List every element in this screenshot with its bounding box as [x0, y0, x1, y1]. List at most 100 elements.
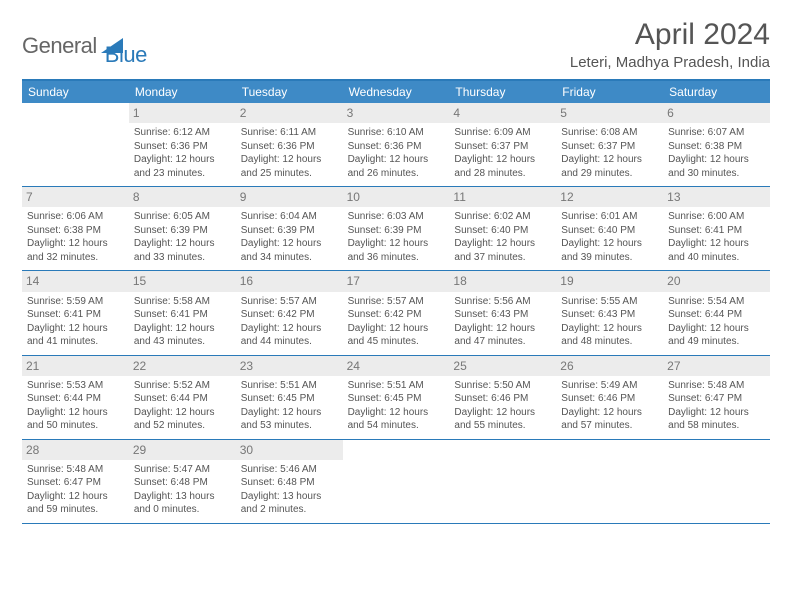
sunrise-line: Sunrise: 5:55 AM [561, 295, 658, 309]
day-number: 3 [343, 103, 450, 123]
day-number: 17 [343, 271, 450, 291]
day-number: 20 [663, 271, 770, 291]
day-number: 11 [449, 187, 556, 207]
sunrise-line: Sunrise: 5:52 AM [134, 379, 231, 393]
day-number: 7 [22, 187, 129, 207]
day-30: 30Sunrise: 5:46 AMSunset: 6:48 PMDayligh… [236, 440, 343, 523]
day-number: 23 [236, 356, 343, 376]
sunrise-line: Sunrise: 6:02 AM [454, 210, 551, 224]
weekday-wednesday: Wednesday [343, 81, 450, 103]
daylight-line: Daylight: 12 hours and 55 minutes. [454, 406, 551, 433]
sunset-line: Sunset: 6:41 PM [668, 224, 765, 238]
sunrise-line: Sunrise: 6:10 AM [348, 126, 445, 140]
day-18: 18Sunrise: 5:56 AMSunset: 6:43 PMDayligh… [449, 271, 556, 354]
daylight-line: Daylight: 12 hours and 37 minutes. [454, 237, 551, 264]
sunrise-line: Sunrise: 5:57 AM [241, 295, 338, 309]
sunrise-line: Sunrise: 6:08 AM [561, 126, 658, 140]
daylight-line: Daylight: 12 hours and 58 minutes. [668, 406, 765, 433]
daylight-line: Daylight: 12 hours and 45 minutes. [348, 322, 445, 349]
calendar: SundayMondayTuesdayWednesdayThursdayFrid… [22, 79, 770, 524]
weekday-thursday: Thursday [449, 81, 556, 103]
weekday-sunday: Sunday [22, 81, 129, 103]
day-17: 17Sunrise: 5:57 AMSunset: 6:42 PMDayligh… [343, 271, 450, 354]
day-25: 25Sunrise: 5:50 AMSunset: 6:46 PMDayligh… [449, 356, 556, 439]
sunset-line: Sunset: 6:42 PM [348, 308, 445, 322]
daylight-line: Daylight: 12 hours and 30 minutes. [668, 153, 765, 180]
logo: General Blue [22, 18, 147, 68]
day-8: 8Sunrise: 6:05 AMSunset: 6:39 PMDaylight… [129, 187, 236, 270]
day-20: 20Sunrise: 5:54 AMSunset: 6:44 PMDayligh… [663, 271, 770, 354]
sunrise-line: Sunrise: 6:00 AM [668, 210, 765, 224]
day-5: 5Sunrise: 6:08 AMSunset: 6:37 PMDaylight… [556, 103, 663, 186]
sunset-line: Sunset: 6:44 PM [134, 392, 231, 406]
sunset-line: Sunset: 6:42 PM [241, 308, 338, 322]
sunset-line: Sunset: 6:36 PM [241, 140, 338, 154]
day-number: 8 [129, 187, 236, 207]
sunrise-line: Sunrise: 5:51 AM [241, 379, 338, 393]
sunset-line: Sunset: 6:38 PM [668, 140, 765, 154]
day-23: 23Sunrise: 5:51 AMSunset: 6:45 PMDayligh… [236, 356, 343, 439]
day-24: 24Sunrise: 5:51 AMSunset: 6:45 PMDayligh… [343, 356, 450, 439]
sunrise-line: Sunrise: 6:09 AM [454, 126, 551, 140]
day-number: 5 [556, 103, 663, 123]
sunset-line: Sunset: 6:43 PM [454, 308, 551, 322]
day-2: 2Sunrise: 6:11 AMSunset: 6:36 PMDaylight… [236, 103, 343, 186]
daylight-line: Daylight: 12 hours and 26 minutes. [348, 153, 445, 180]
day-number: 6 [663, 103, 770, 123]
sunrise-line: Sunrise: 5:51 AM [348, 379, 445, 393]
day-22: 22 Sunrise: 5:52 AMSunset: 6:44 PMDayligh… [129, 356, 236, 439]
day-empty [663, 440, 770, 523]
logo-text-general: General [22, 33, 97, 59]
sunrise-line: Sunrise: 5:58 AM [134, 295, 231, 309]
logo-text-blue: Blue [105, 42, 147, 68]
sunrise-line: Sunrise: 5:48 AM [27, 463, 124, 477]
weekday-saturday: Saturday [663, 81, 770, 103]
sunset-line: Sunset: 6:46 PM [561, 392, 658, 406]
sunset-line: Sunset: 6:48 PM [134, 476, 231, 490]
day-26: 26Sunrise: 5:49 AMSunset: 6:46 PMDayligh… [556, 356, 663, 439]
sunrise-line: Sunrise: 6:03 AM [348, 210, 445, 224]
daylight-line: Daylight: 12 hours and 50 minutes. [27, 406, 124, 433]
daylight-line: Daylight: 12 hours and 49 minutes. [668, 322, 765, 349]
day-27: 27Sunrise: 5:48 AMSunset: 6:47 PMDayligh… [663, 356, 770, 439]
day-number: 15 [129, 271, 236, 291]
day-number: 22 [129, 356, 236, 376]
sunset-line: Sunset: 6:47 PM [27, 476, 124, 490]
sunrise-line: Sunrise: 5:46 AM [241, 463, 338, 477]
sunrise-line: Sunrise: 6:04 AM [241, 210, 338, 224]
sunset-line: Sunset: 6:38 PM [27, 224, 124, 238]
daylight-line: Daylight: 13 hours and 2 minutes. [241, 490, 338, 517]
week-row: 1Sunrise: 6:12 AMSunset: 6:36 PMDaylight… [22, 103, 770, 187]
week-row: 28Sunrise: 5:48 AMSunset: 6:47 PMDayligh… [22, 440, 770, 524]
day-9: 9Sunrise: 6:04 AMSunset: 6:39 PMDaylight… [236, 187, 343, 270]
weekday-tuesday: Tuesday [236, 81, 343, 103]
sunset-line: Sunset: 6:37 PM [454, 140, 551, 154]
sunset-line: Sunset: 6:45 PM [348, 392, 445, 406]
day-number: 16 [236, 271, 343, 291]
sunrise-line: Sunrise: 5:54 AM [668, 295, 765, 309]
title-block: April 2024 Leteri, Madhya Pradesh, India [570, 18, 770, 71]
day-number: 26 [556, 356, 663, 376]
daylight-line: Daylight: 12 hours and 33 minutes. [134, 237, 231, 264]
weekday-header-row: SundayMondayTuesdayWednesdayThursdayFrid… [22, 81, 770, 103]
week-row: 7Sunrise: 6:06 AMSunset: 6:38 PMDaylight… [22, 187, 770, 271]
day-16: 16 Sunrise: 5:57 AMSunset: 6:42 PMDayligh… [236, 271, 343, 354]
day-number: 21 [22, 356, 129, 376]
daylight-line: Daylight: 12 hours and 44 minutes. [241, 322, 338, 349]
daylight-line: Daylight: 12 hours and 59 minutes. [27, 490, 124, 517]
daylight-line: Daylight: 12 hours and 32 minutes. [27, 237, 124, 264]
daylight-line: Daylight: 12 hours and 52 minutes. [134, 406, 231, 433]
sunrise-line: Sunrise: 5:48 AM [668, 379, 765, 393]
day-number: 4 [449, 103, 556, 123]
header: General Blue April 2024 Leteri, Madhya P… [22, 18, 770, 71]
day-number: 18 [449, 271, 556, 291]
sunset-line: Sunset: 6:40 PM [454, 224, 551, 238]
daylight-line: Daylight: 12 hours and 54 minutes. [348, 406, 445, 433]
day-7: 7Sunrise: 6:06 AMSunset: 6:38 PMDaylight… [22, 187, 129, 270]
sunset-line: Sunset: 6:37 PM [561, 140, 658, 154]
sunrise-line: Sunrise: 5:49 AM [561, 379, 658, 393]
sunset-line: Sunset: 6:44 PM [27, 392, 124, 406]
sunset-line: Sunset: 6:36 PM [348, 140, 445, 154]
daylight-line: Daylight: 12 hours and 43 minutes. [134, 322, 231, 349]
day-number: 2 [236, 103, 343, 123]
